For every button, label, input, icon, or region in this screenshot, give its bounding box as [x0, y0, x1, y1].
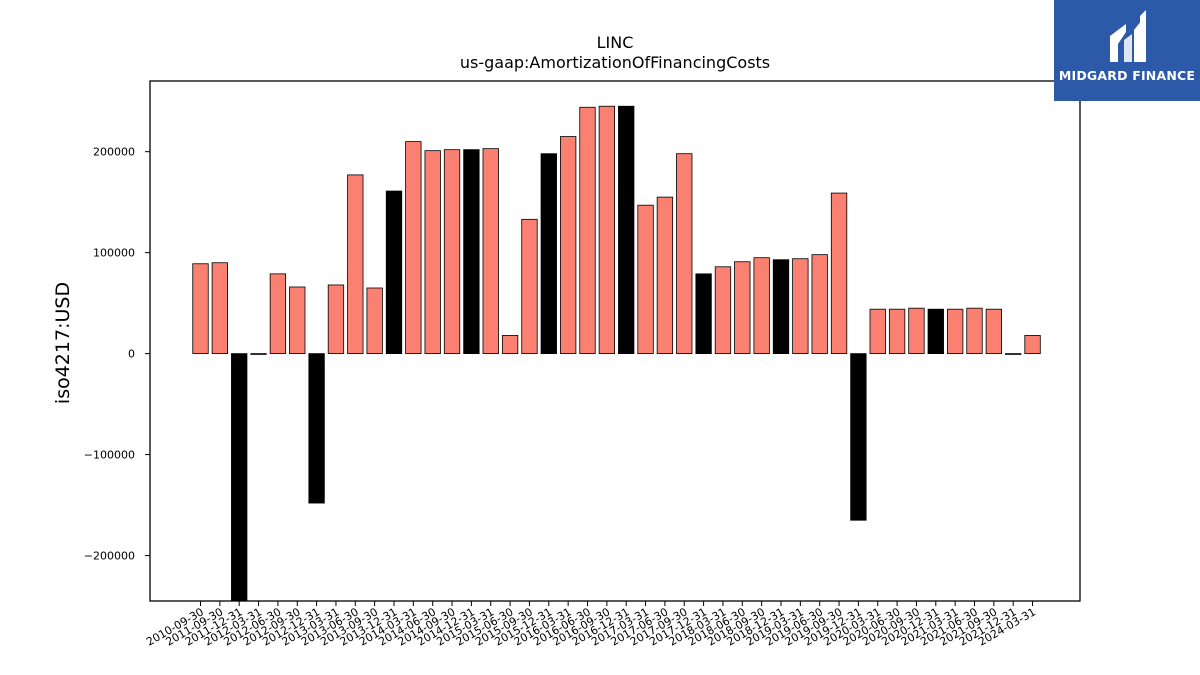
bar-2016-06-30	[579, 106, 596, 355]
bar-2012-09-30	[289, 286, 306, 355]
logo-text: MIDGARD FINANCE	[1058, 68, 1196, 83]
bar-2016-03-31	[560, 136, 577, 355]
bar-2012-06-30	[269, 273, 287, 355]
y-tick-label: −100000	[84, 449, 135, 462]
bar-2018-12-31	[772, 259, 790, 355]
bar-2012-03-31	[250, 353, 267, 355]
midgard-logo-icon	[1110, 10, 1146, 62]
bar-2015-06-30	[501, 335, 519, 355]
bar-2017-12-31	[695, 273, 712, 355]
bar-2011-09-30	[211, 262, 229, 355]
bar-2020-06-30	[888, 308, 906, 355]
bar-2017-03-31	[637, 204, 654, 355]
y-ticks-group: −200000 −100000 0 100000 200000	[84, 146, 150, 563]
bar-2020-03-31	[869, 308, 886, 355]
bar-2021-09-30	[985, 308, 1002, 355]
bar-2021-06-30	[966, 307, 983, 355]
bar-2019-09-30	[830, 192, 848, 355]
bar-2021-03-31	[947, 308, 964, 355]
bar-2015-12-31	[540, 153, 557, 355]
bar-2021-12-31	[1005, 353, 1022, 355]
bar-2010-09-30	[192, 263, 209, 355]
bar-2013-12-31	[385, 190, 403, 355]
plot-frame	[149, 80, 1081, 602]
y-tick-label: 200000	[93, 146, 135, 159]
chart-title: LINC	[597, 33, 634, 52]
bar-2018-09-30	[753, 257, 770, 355]
bar-2014-03-31	[405, 141, 422, 355]
bar-2020-12-31	[927, 308, 944, 355]
bar-2013-09-30	[366, 287, 383, 355]
bar-2017-09-30	[676, 153, 693, 355]
y-tick-label: 100000	[93, 247, 135, 260]
bar-2016-12-31	[618, 105, 635, 355]
bar-2014-09-30	[443, 149, 461, 355]
y-axis-label: iso4217:USD	[52, 282, 74, 404]
bar-2014-06-30	[424, 150, 441, 355]
bar-2013-06-30	[347, 174, 364, 355]
bar-2019-12-31	[850, 353, 867, 521]
y-tick-label: −200000	[84, 550, 135, 563]
bar-2018-06-30	[734, 261, 751, 355]
bar-2015-03-31	[482, 148, 499, 355]
bars-group	[192, 105, 1041, 602]
bar-2012-12-31	[308, 353, 325, 504]
x-ticks-group: 2010-09-302011-09-302011-12-312012-03-31…	[144, 601, 1038, 649]
bar-2016-09-30	[598, 105, 615, 355]
chart-subtitle: us-gaap:AmortizationOfFinancingCosts	[460, 53, 770, 72]
bar-2019-06-30	[811, 254, 828, 355]
bar-2018-03-31	[714, 266, 732, 355]
bar-2017-06-30	[656, 196, 674, 355]
bar-2020-09-30	[908, 307, 925, 355]
bar-2019-03-31	[792, 258, 809, 355]
bar-2013-03-31	[327, 284, 345, 355]
brand-logo: MIDGARD FINANCE	[1054, 0, 1200, 101]
bar-2014-12-31	[463, 149, 480, 355]
bar-2015-09-30	[521, 218, 538, 355]
y-tick-label: 0	[128, 348, 135, 361]
bar-2011-12-31	[231, 353, 248, 602]
bar-2024-03-31	[1024, 335, 1041, 355]
